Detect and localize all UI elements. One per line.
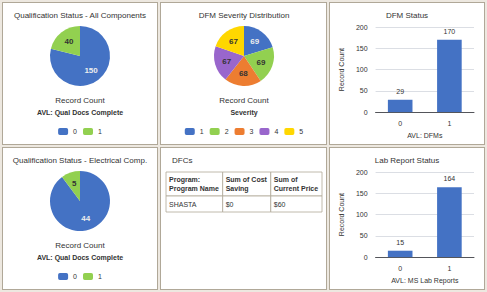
- svg-text:Record Count: Record Count: [338, 193, 345, 236]
- svg-text:100: 100: [356, 66, 368, 73]
- svg-text:AVL: DFMs: AVL: DFMs: [408, 132, 444, 139]
- svg-text:69: 69: [250, 37, 259, 46]
- svg-text:Qualification Status - All Com: Qualification Status - All Components: [14, 11, 146, 20]
- svg-text:Record Count: Record Count: [55, 241, 105, 250]
- svg-text:50: 50: [360, 87, 368, 94]
- svg-text:DFM Status: DFM Status: [386, 11, 428, 20]
- svg-text:DFM Severity Distribution: DFM Severity Distribution: [198, 11, 289, 20]
- svg-text:$0: $0: [225, 201, 233, 208]
- svg-text:1: 1: [448, 120, 452, 127]
- svg-text:5: 5: [299, 128, 303, 135]
- svg-text:50: 50: [360, 232, 368, 239]
- svg-text:1: 1: [448, 265, 452, 272]
- svg-text:200: 200: [356, 169, 368, 176]
- svg-text:29: 29: [397, 88, 405, 95]
- svg-text:100: 100: [356, 211, 368, 218]
- svg-text:15: 15: [397, 239, 405, 246]
- svg-text:3: 3: [249, 128, 253, 135]
- svg-text:0: 0: [73, 128, 77, 135]
- svg-text:4: 4: [274, 128, 278, 135]
- svg-text:Severity: Severity: [230, 109, 257, 117]
- svg-text:44: 44: [81, 214, 90, 223]
- svg-text:Record Count: Record Count: [338, 48, 345, 91]
- svg-text:40: 40: [64, 37, 73, 46]
- svg-text:67: 67: [222, 57, 231, 66]
- svg-text:150: 150: [356, 190, 368, 197]
- svg-text:68: 68: [238, 69, 247, 78]
- svg-text:AVL: Qual Docs Complete: AVL: Qual Docs Complete: [37, 109, 123, 117]
- svg-text:DFCs: DFCs: [172, 156, 192, 165]
- svg-text:Program Name: Program Name: [169, 185, 219, 193]
- svg-text:0: 0: [364, 254, 368, 261]
- svg-text:0: 0: [73, 273, 77, 280]
- svg-text:Lab Report Status: Lab Report Status: [375, 156, 439, 165]
- svg-text:SHASTA: SHASTA: [169, 201, 197, 208]
- svg-text:0: 0: [399, 120, 403, 127]
- svg-text:Program:: Program:: [169, 176, 200, 184]
- svg-text:0: 0: [399, 265, 403, 272]
- svg-text:Current Price: Current Price: [273, 185, 317, 192]
- svg-text:1: 1: [98, 273, 102, 280]
- svg-text:1: 1: [199, 128, 203, 135]
- svg-text:$60: $60: [273, 201, 285, 208]
- svg-text:Record Count: Record Count: [219, 96, 269, 105]
- svg-text:Sum of Cost: Sum of Cost: [225, 176, 267, 183]
- svg-text:69: 69: [256, 58, 265, 67]
- svg-text:0: 0: [364, 109, 368, 116]
- svg-text:Record Count: Record Count: [55, 96, 105, 105]
- svg-text:Saving: Saving: [225, 185, 248, 193]
- svg-text:200: 200: [356, 24, 368, 31]
- svg-text:2: 2: [224, 128, 228, 135]
- svg-text:164: 164: [444, 175, 456, 182]
- svg-text:67: 67: [229, 37, 238, 46]
- svg-text:170: 170: [444, 28, 456, 35]
- svg-text:150: 150: [84, 66, 98, 75]
- svg-text:1: 1: [98, 128, 102, 135]
- svg-text:Sum of: Sum of: [273, 176, 297, 183]
- svg-text:AVL: MS Lab Reports: AVL: MS Lab Reports: [392, 277, 460, 285]
- svg-text:5: 5: [72, 179, 77, 188]
- svg-text:150: 150: [356, 45, 368, 52]
- svg-text:AVL: Qual Docs Complete: AVL: Qual Docs Complete: [37, 254, 123, 262]
- svg-text:Qualification Status - Electri: Qualification Status - Electrical Comp.: [13, 156, 147, 165]
